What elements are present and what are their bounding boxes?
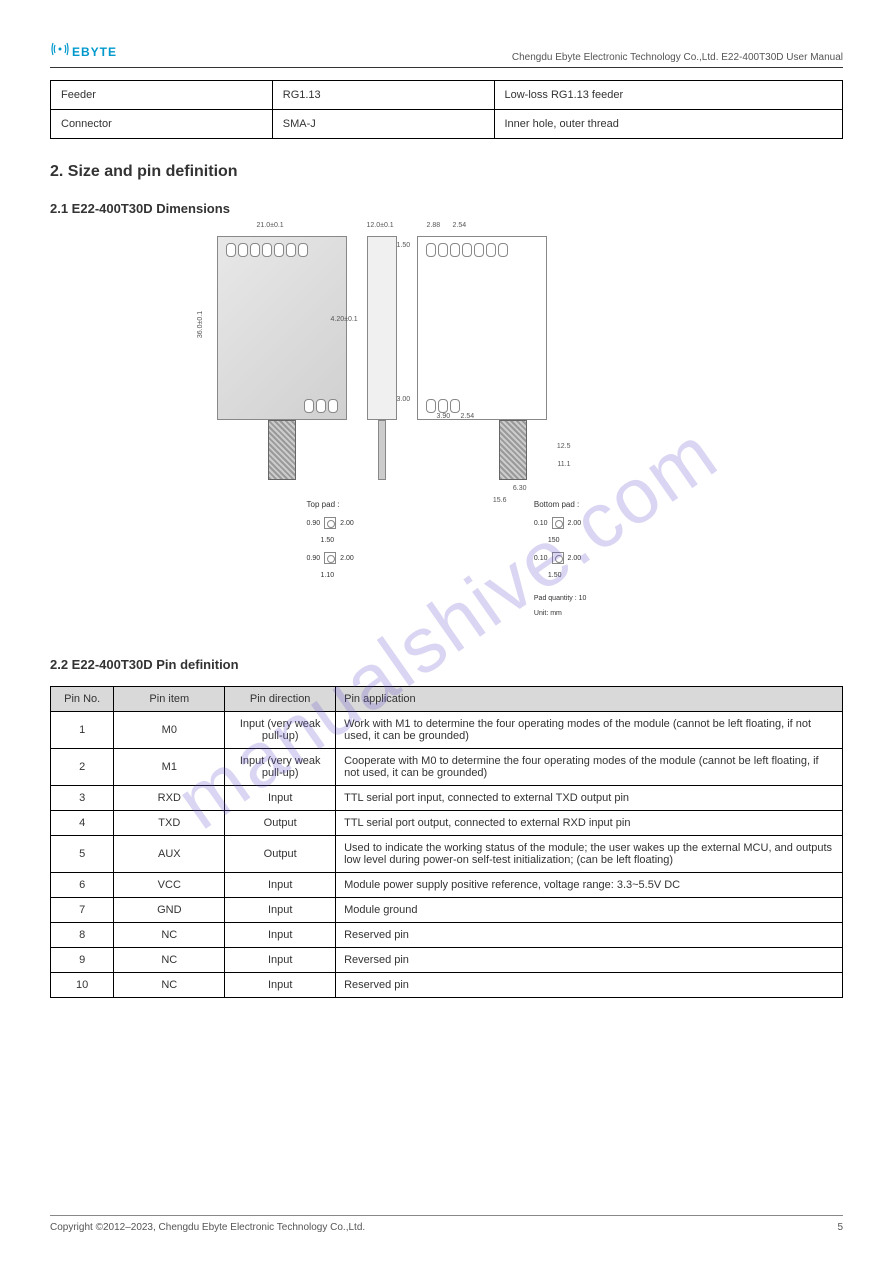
dim-bw2: 2.54 <box>453 222 467 229</box>
dim-width: 21.0±0.1 <box>257 222 284 229</box>
dim-height: 36.0±0.1 <box>197 311 204 338</box>
pin-definition-table: Pin No.Pin itemPin directionPin applicat… <box>50 686 843 998</box>
table-row: ConnectorSMA-JInner hole, outer thread <box>51 110 843 139</box>
dim-anth: 12.5 <box>557 443 571 450</box>
pad-qty: Pad quantity : 10 <box>534 595 587 602</box>
table-row: 10NCInputReserved pin <box>51 973 843 998</box>
pcb-side-view <box>367 236 397 420</box>
dim-padx: 3.90 <box>437 413 451 420</box>
logo: EBYTE <box>50 40 117 63</box>
dim-antoff: 15.6 <box>493 497 507 504</box>
table-row: 3RXDInputTTL serial port input, connecte… <box>51 786 843 811</box>
top-pad-label: Top pad : <box>307 500 354 509</box>
pad-section: Top pad : 0.902.00 1.50 0.902.00 1.10 Bo… <box>217 500 677 617</box>
spec-table: FeederRG1.13Low-loss RG1.13 feederConnec… <box>50 80 843 139</box>
pcb-top-view <box>217 236 347 420</box>
antenna-side <box>378 420 386 480</box>
bottom-pad-label: Bottom pad : <box>534 500 587 509</box>
dim-pady: 2.54 <box>461 413 475 420</box>
page-footer: Copyright ©2012–2023, Chengdu Ebyte Elec… <box>50 1215 843 1233</box>
table-row: 7GNDInputModule ground <box>51 898 843 923</box>
dim-bw1: 2.88 <box>427 222 441 229</box>
dimension-diagram: 21.0±0.1 36.0±0.1 12.0±0.1 4.20±0.1 <box>50 236 843 637</box>
table-row: 9NCInputReversed pin <box>51 948 843 973</box>
pad-unit: Unit: mm <box>534 610 587 617</box>
subsection-title-dimensions: 2.1 E22-400T30D Dimensions <box>50 201 843 216</box>
antenna-icon <box>50 40 70 63</box>
pcb-bottom-view <box>417 236 547 420</box>
table-row: 8NCInputReserved pin <box>51 923 843 948</box>
table-row: 2M1Input (very weak pull-up)Cooperate wi… <box>51 749 843 786</box>
table-row: FeederRG1.13Low-loss RG1.13 feeder <box>51 81 843 110</box>
dim-side-width: 12.0±0.1 <box>367 222 394 229</box>
page-number: 5 <box>837 1222 843 1233</box>
copyright: Copyright ©2012–2023, Chengdu Ebyte Elec… <box>50 1222 365 1233</box>
dim-thick: 4.20±0.1 <box>331 316 358 323</box>
table-row: 5AUXOutputUsed to indicate the working s… <box>51 836 843 873</box>
section-title: 2. Size and pin definition <box>50 163 843 181</box>
table-row: 4TXDOutputTTL serial port output, connec… <box>51 811 843 836</box>
table-row: 1M0Input (very weak pull-up)Work with M1… <box>51 712 843 749</box>
dim-bh2: 3.00 <box>397 396 411 403</box>
antenna-connector <box>268 420 296 480</box>
dim-antbase: 6.30 <box>513 485 527 492</box>
subsection-title-pins: 2.2 E22-400T30D Pin definition <box>50 657 843 672</box>
table-row: 6VCCInputModule power supply positive re… <box>51 873 843 898</box>
header-subtitle: Chengdu Ebyte Electronic Technology Co.,… <box>512 52 843 63</box>
dim-antw: 11.1 <box>557 461 570 468</box>
antenna-bottom <box>499 420 527 480</box>
logo-text: EBYTE <box>72 45 117 59</box>
page-header: EBYTE Chengdu Ebyte Electronic Technolog… <box>50 40 843 68</box>
dim-bh1: 1.50 <box>397 242 411 249</box>
